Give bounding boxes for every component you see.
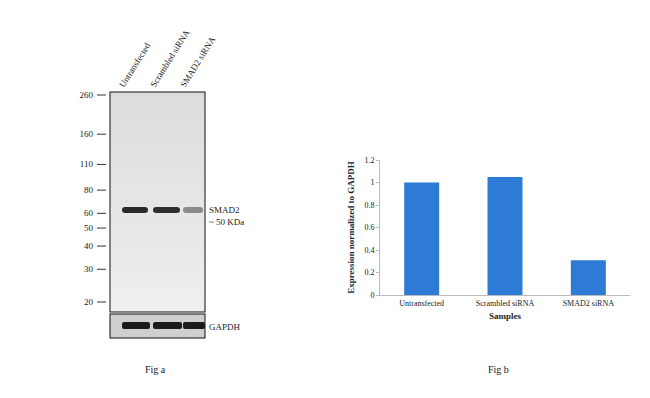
svg-text:260: 260 [80,90,94,100]
svg-text:SMAD2: SMAD2 [209,205,240,215]
svg-text:160: 160 [80,129,94,139]
svg-text:Untransfected: Untransfected [399,299,444,308]
svg-text:110: 110 [80,159,94,169]
svg-text:50: 50 [84,223,94,233]
svg-text:20: 20 [84,297,94,307]
svg-text:0.4: 0.4 [364,246,374,255]
svg-text:Scrambled siRNA: Scrambled siRNA [476,299,535,308]
svg-text:SMAD2 siRNA: SMAD2 siRNA [563,299,615,308]
svg-text:1: 1 [370,178,374,187]
svg-text:80: 80 [84,185,94,195]
svg-text:~ 50 KDa: ~ 50 KDa [209,217,244,227]
svg-text:Scrambled siRNA: Scrambled siRNA [148,28,192,90]
svg-text:0.2: 0.2 [364,268,374,277]
svg-text:60: 60 [84,208,94,218]
svg-text:Untransfected: Untransfected [117,41,152,90]
svg-text:0.6: 0.6 [364,223,374,232]
svg-text:0.8: 0.8 [364,201,374,210]
svg-text:0: 0 [370,291,374,300]
svg-text:GAPDH: GAPDH [209,322,241,332]
html-text:Fig a: Fig a [145,364,166,375]
svg-text:40: 40 [84,241,94,251]
svg-text:Samples: Samples [489,311,522,321]
svg-text:SMAD2 siRNA: SMAD2 siRNA [178,34,217,89]
svg-text:Expression normalized to GAPDH: Expression normalized to GAPDH [346,161,356,294]
svg-text:30: 30 [84,264,94,274]
html-text:Fig b: Fig b [488,364,509,375]
svg-text:1.2: 1.2 [364,156,374,165]
